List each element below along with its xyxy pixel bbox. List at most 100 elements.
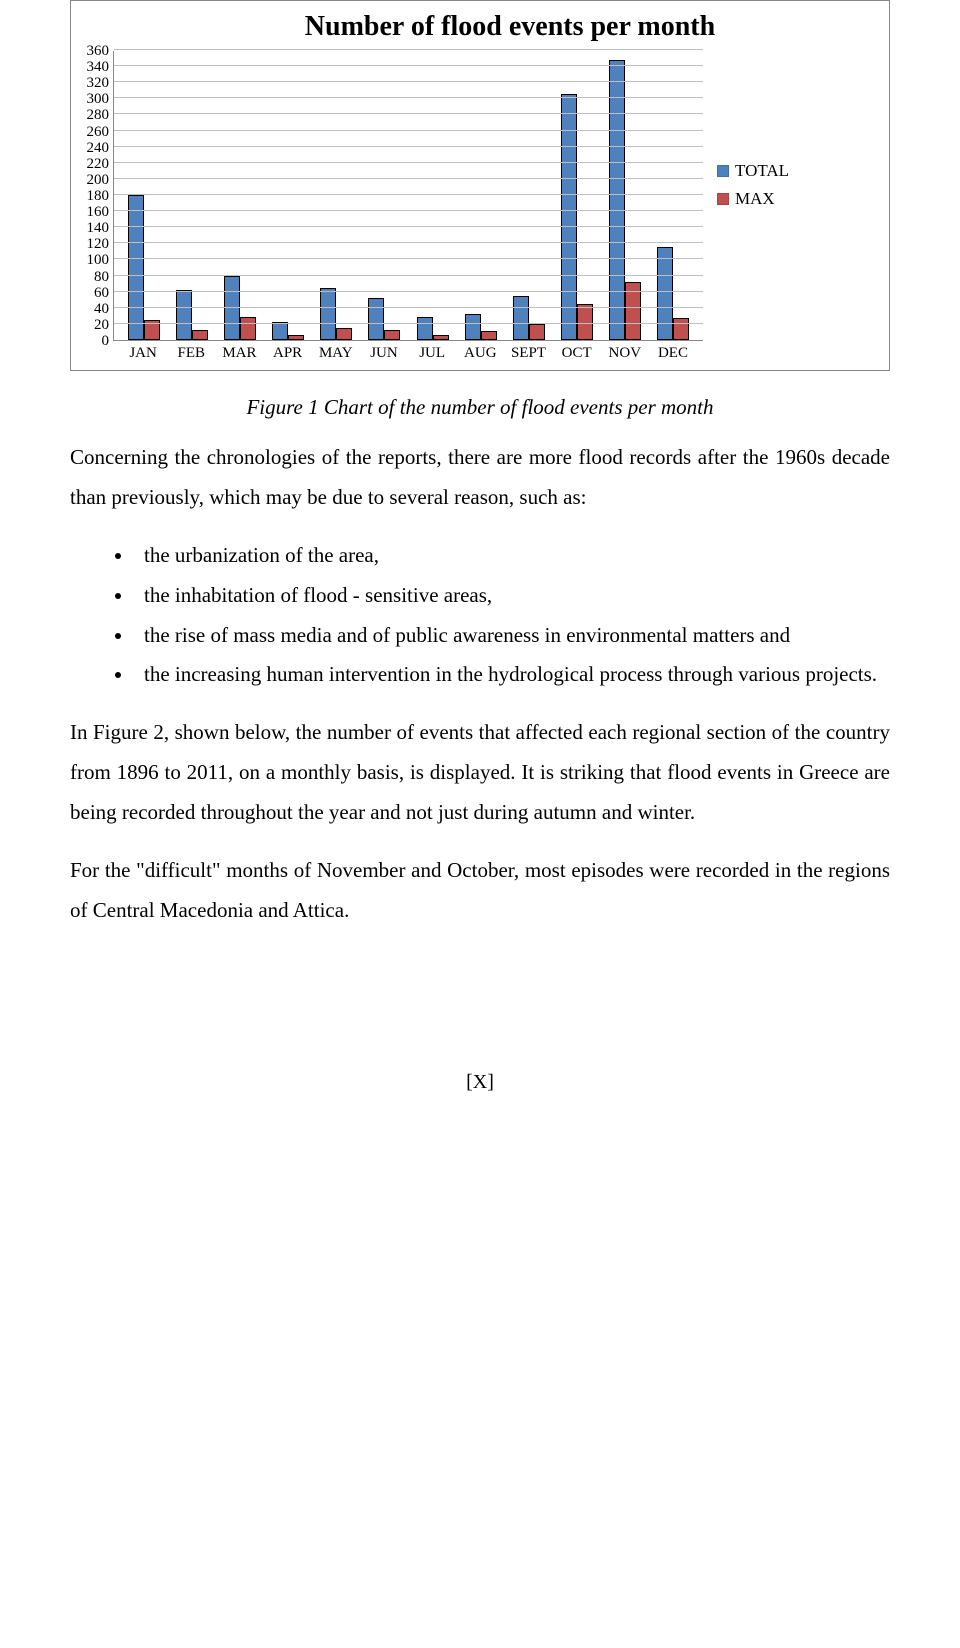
- x-tick-label: APR: [264, 345, 312, 362]
- bar-group: [120, 195, 168, 340]
- bar-group: [457, 314, 505, 340]
- grid-line: [114, 65, 703, 66]
- bar-group: [601, 60, 649, 340]
- y-tick-label: 0: [102, 334, 110, 349]
- chart-legend: TOTAL MAX: [703, 51, 789, 209]
- bar-group: [553, 94, 601, 340]
- grid-line: [114, 97, 703, 98]
- bar-max: [529, 324, 545, 340]
- legend-swatch: [717, 165, 729, 177]
- bar-total: [368, 298, 384, 340]
- bar-total: [320, 288, 336, 340]
- y-tick-label: 60: [94, 286, 109, 301]
- x-tick-label: MAY: [312, 345, 360, 362]
- chart-body: 020406080 100120140160180200220240260 280 3…: [79, 51, 881, 362]
- x-tick-label: SEPT: [504, 345, 552, 362]
- x-tick-label: AUG: [456, 345, 504, 362]
- grid-line: [114, 113, 703, 114]
- grid-line: [114, 226, 703, 227]
- figure-caption: Figure 1 Chart of the number of flood ev…: [70, 395, 890, 420]
- grid-line: [114, 178, 703, 179]
- x-tick-label: DEC: [649, 345, 697, 362]
- bar-group: [312, 288, 360, 340]
- x-tick-label: OCT: [553, 345, 601, 362]
- chart-title: Number of flood events per month: [305, 11, 715, 43]
- page-number: [X]: [70, 1071, 890, 1094]
- y-tick-label: 120: [87, 237, 110, 252]
- bar-total: [128, 195, 144, 340]
- list-item: the increasing human intervention in the…: [134, 655, 890, 695]
- x-tick-label: JAN: [119, 345, 167, 362]
- y-tick-label: 200: [87, 173, 110, 188]
- legend-swatch: [717, 193, 729, 205]
- legend-label: MAX: [735, 189, 775, 209]
- x-tick-label: MAR: [215, 345, 263, 362]
- bar-group: [360, 298, 408, 340]
- grid-line: [114, 130, 703, 131]
- bar-group: [408, 317, 456, 340]
- y-tick-label: 320: [87, 76, 110, 91]
- list-item: the rise of mass media and of public awa…: [134, 616, 890, 656]
- flood-events-chart: Number of flood events per month 0204060…: [70, 0, 890, 371]
- grid-line: [114, 258, 703, 259]
- bar-total: [513, 296, 529, 340]
- grid-line: [114, 49, 703, 50]
- bar-total: [657, 247, 673, 340]
- paragraph-difficult-months: For the "difficult" months of November a…: [70, 851, 890, 931]
- grid-line: [114, 307, 703, 308]
- bar-group: [216, 276, 264, 340]
- bar-total: [272, 322, 288, 340]
- y-tick-label: 260: [87, 125, 110, 140]
- y-tick-label: 100: [87, 253, 110, 268]
- grid-line: [114, 323, 703, 324]
- x-tick-label: FEB: [167, 345, 215, 362]
- bar-max: [384, 330, 400, 340]
- x-tick-label: NOV: [601, 345, 649, 362]
- x-tick-label: JUN: [360, 345, 408, 362]
- list-item: the urbanization of the area,: [134, 536, 890, 576]
- bar-max: [192, 330, 208, 340]
- bar-max: [673, 318, 689, 340]
- bullet-list: the urbanization of the area,the inhabit…: [70, 536, 890, 696]
- grid-line: [114, 81, 703, 82]
- y-tick-label: 140: [87, 221, 110, 236]
- grid-line: [114, 210, 703, 211]
- bar-total: [465, 314, 481, 340]
- grid-line: [114, 146, 703, 147]
- y-tick-label: 280: [87, 108, 110, 123]
- grid-line: [114, 162, 703, 163]
- chart-bars: [114, 51, 703, 340]
- bar-total: [417, 317, 433, 340]
- bar-max: [481, 331, 497, 340]
- y-tick-label: 220: [87, 157, 110, 172]
- grid-line: [114, 291, 703, 292]
- grid-line: [114, 242, 703, 243]
- y-tick-label: 180: [87, 189, 110, 204]
- bar-group: [168, 290, 216, 340]
- y-tick-label: 240: [87, 141, 110, 156]
- y-tick-label: 20: [94, 318, 109, 333]
- bar-group: [649, 247, 697, 340]
- x-tick-label: JUL: [408, 345, 456, 362]
- y-tick-label: 360: [87, 44, 110, 59]
- bar-group: [264, 322, 312, 340]
- bar-max: [336, 328, 352, 340]
- chart-y-axis: 0204060801001201401601802002202402602803…: [79, 51, 113, 341]
- bar-total: [176, 290, 192, 340]
- chart-x-axis: JANFEBMARAPRMAYJUNJULAUGSEPTOCTNOVDEC: [113, 341, 703, 362]
- legend-label: TOTAL: [735, 161, 789, 181]
- y-tick-label: 80: [94, 270, 109, 285]
- bar-max: [288, 335, 304, 340]
- paragraph-fig2: In Figure 2, shown below, the number of …: [70, 713, 890, 833]
- bar-max: [433, 335, 449, 340]
- bar-max: [240, 317, 256, 340]
- y-tick-label: 340: [87, 60, 110, 75]
- bar-group: [505, 296, 553, 340]
- bar-total: [561, 94, 577, 340]
- y-tick-label: 40: [94, 302, 109, 317]
- list-item: the inhabitation of flood - sensitive ar…: [134, 576, 890, 616]
- bar-total: [609, 60, 625, 340]
- bar-max: [577, 304, 593, 340]
- y-tick-label: 160: [87, 205, 110, 220]
- legend-item: MAX: [717, 189, 789, 209]
